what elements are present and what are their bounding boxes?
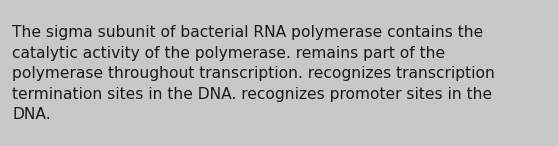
Text: The sigma subunit of bacterial RNA polymerase contains the
catalytic activity of: The sigma subunit of bacterial RNA polym… (12, 26, 496, 122)
